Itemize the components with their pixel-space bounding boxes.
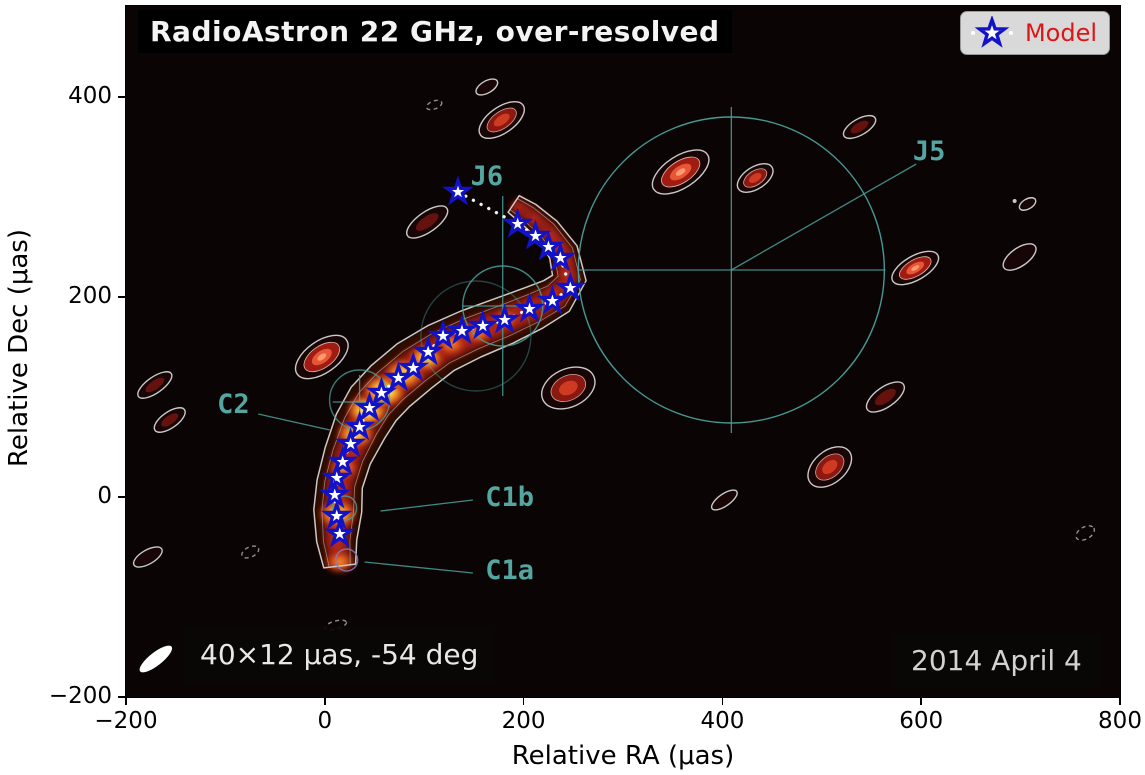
- contour-blob: [425, 99, 443, 111]
- component-label-J5: J5: [913, 136, 946, 167]
- contour-blob: [478, 100, 525, 140]
- model-star: [365, 376, 398, 407]
- x-tick-mark: [1119, 697, 1121, 705]
- x-tick-label: 800: [1098, 708, 1142, 734]
- model-star: [554, 271, 587, 302]
- x-tick-mark: [522, 697, 525, 705]
- model-star: [318, 478, 351, 509]
- contour-blob: [541, 366, 596, 410]
- model-star: [321, 461, 353, 492]
- y-tick-label: 400: [68, 83, 112, 109]
- legend-star: [974, 16, 1010, 48]
- x-tick-label: −200: [94, 708, 158, 734]
- x-tick-label: 400: [700, 708, 745, 734]
- x-tick-label: 200: [501, 708, 546, 734]
- model-star: [343, 410, 376, 441]
- contour-blobs: [132, 78, 1096, 631]
- contour-blob: [406, 205, 449, 239]
- x-axis-label: Relative RA (μas): [511, 741, 735, 771]
- x-tick-label: 600: [899, 708, 944, 734]
- model-star: [427, 319, 459, 350]
- component-label-C2: C2: [217, 389, 250, 420]
- contour-blob: [475, 78, 499, 96]
- contour-blob: [137, 371, 173, 399]
- x-tick-mark: [721, 697, 724, 705]
- x-tick-label: 0: [317, 708, 333, 734]
- contour-blob: [241, 545, 260, 559]
- y-tick-mark: [118, 96, 126, 98]
- contour-blob: [842, 114, 877, 140]
- component-overlay: [258, 107, 917, 574]
- component-circle-C1a: [334, 548, 359, 572]
- y-tick-label: −200: [48, 683, 112, 709]
- model-star: [536, 284, 569, 315]
- y-axis-label: Relative Dec (μas): [4, 229, 34, 467]
- beam-ellipse: [139, 645, 173, 673]
- y-tick-mark: [118, 296, 126, 298]
- x-tick-mark: [920, 697, 922, 705]
- legend-model-label: Model: [1024, 19, 1097, 47]
- component-label-J6: J6: [471, 161, 504, 192]
- model-star: [442, 175, 474, 206]
- model-star: [397, 351, 430, 382]
- contour-blob: [132, 546, 163, 568]
- model-star: [489, 303, 521, 334]
- model-star: [467, 309, 499, 340]
- model-star-icon: [970, 16, 1013, 48]
- jet-glow: [516, 206, 535, 220]
- model-star: [324, 517, 356, 548]
- model-star: [321, 499, 353, 530]
- contour-blob: [153, 407, 186, 433]
- x-tick-mark: [125, 697, 127, 705]
- model-stars: [318, 175, 587, 548]
- y-tick-mark: [118, 496, 126, 498]
- contour-blob: [736, 163, 774, 193]
- beam-label: 40×12 μas, -54 deg: [200, 638, 479, 671]
- contour-blob: [1012, 199, 1017, 203]
- x-tick-mark: [324, 697, 326, 705]
- contour-blob: [1018, 197, 1037, 211]
- model-star: [544, 241, 577, 272]
- overlay-line: [731, 163, 917, 271]
- y-tick-mark: [118, 696, 126, 698]
- contour-blob: [651, 149, 710, 195]
- y-tick-label: 0: [97, 483, 112, 509]
- contour-blob: [807, 446, 853, 488]
- plot-area: J6 J5 C2 C1b C1a RadioAstron 22 GHz, over-re…: [126, 6, 1120, 697]
- component-label-C1a: C1a: [485, 555, 534, 586]
- model-star: [412, 335, 444, 366]
- model-star: [446, 314, 478, 345]
- radio-map-canvas: J6 J5 C2 C1b C1a: [132, 78, 1096, 673]
- overlay-line: [380, 499, 473, 512]
- legend-dot: [1008, 31, 1013, 35]
- legend: Model: [959, 11, 1110, 55]
- overlay-line: [258, 413, 330, 431]
- model-star: [353, 391, 386, 422]
- model-star: [334, 427, 367, 458]
- contour-blob: [294, 334, 349, 380]
- beam-annotation: 40×12 μas, -54 deg: [184, 626, 495, 683]
- contour-blob: [1075, 525, 1096, 541]
- overlay-line: [364, 561, 473, 574]
- model-star: [513, 292, 546, 323]
- contour-blob: [865, 381, 906, 413]
- legend-dot: [970, 31, 975, 35]
- jet-glow: [321, 548, 358, 576]
- component-label-C1b: C1b: [485, 482, 534, 513]
- model-star: [327, 445, 359, 476]
- contour-blob: [1002, 243, 1037, 271]
- model-star: [532, 230, 565, 261]
- plot-title: RadioAstron 22 GHz, over-resolved: [138, 10, 732, 53]
- model-star: [519, 219, 552, 250]
- component-circle-jet-bend: [420, 280, 532, 392]
- component-circle-C1b: [331, 495, 358, 521]
- epoch-label: 2014 April 4: [893, 634, 1100, 687]
- y-tick-label: 200: [68, 283, 112, 309]
- model-star: [382, 361, 415, 392]
- contour-blob: [710, 489, 738, 511]
- model-star: [501, 207, 534, 238]
- contour-blob: [891, 250, 940, 286]
